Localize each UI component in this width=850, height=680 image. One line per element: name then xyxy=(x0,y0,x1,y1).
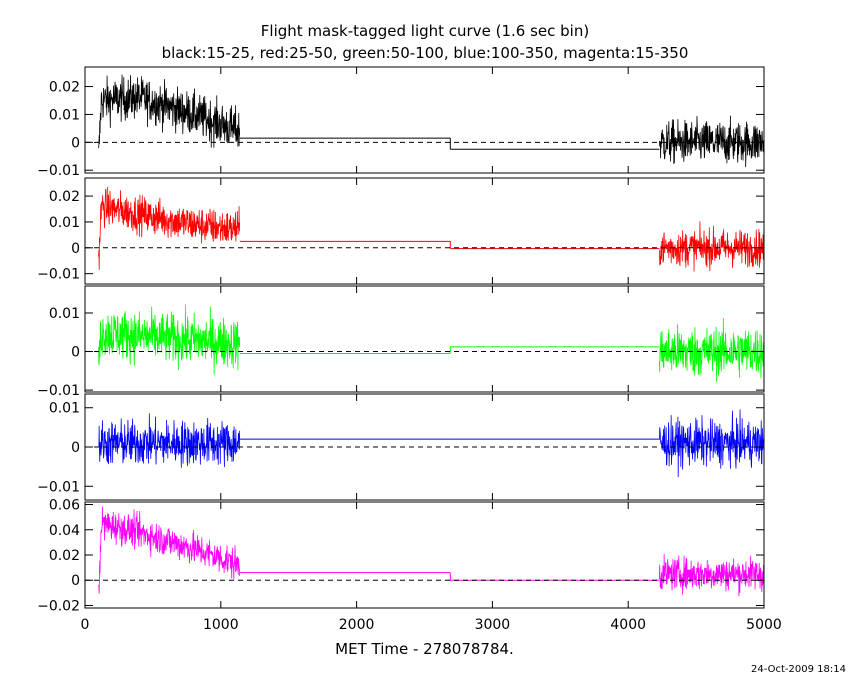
panel-frame-blue xyxy=(84,393,765,501)
plot-timestamp: 24-Oct-2009 18:14 xyxy=(751,664,846,675)
panel-frame-red xyxy=(84,177,765,285)
x-tick-label: 5000 xyxy=(746,617,782,633)
x-tick-label: 0 xyxy=(81,617,90,633)
light-curve-red-segment-1 xyxy=(98,186,241,270)
y-tick-label-red: 0 xyxy=(71,241,80,257)
light-curve-green-segment-1 xyxy=(98,304,241,375)
y-tick-label-black: 0.02 xyxy=(49,80,80,96)
y-tick-label-red: −0.01 xyxy=(37,267,80,283)
light-curve-blue-segment-2 xyxy=(659,409,765,478)
panel-frame-green xyxy=(84,285,765,393)
y-tick-label-black: 0.01 xyxy=(49,107,80,123)
panel-frame-magenta xyxy=(84,501,765,609)
light-curve-magenta-segment-1 xyxy=(98,506,241,594)
light-curve-black-segment-1 xyxy=(98,74,241,149)
chart-subtitle: black:15-25, red:25-50, green:50-100, bl… xyxy=(161,44,689,62)
y-tick-label-magenta: 0 xyxy=(71,573,80,589)
light-curve-magenta-segment-2 xyxy=(659,554,765,597)
y-tick-label-blue: 0 xyxy=(71,440,80,456)
y-tick-label-magenta: −0.02 xyxy=(37,598,80,614)
panel-frame-black xyxy=(84,66,765,174)
chart-title: Flight mask-tagged light curve (1.6 sec … xyxy=(260,22,590,40)
y-tick-label-green: −0.01 xyxy=(37,383,80,399)
y-tick-label-magenta: 0.06 xyxy=(49,498,80,514)
x-tick-label: 3000 xyxy=(475,617,511,633)
y-tick-label-magenta: 0.02 xyxy=(49,548,80,564)
y-tick-label-red: 0.01 xyxy=(49,215,80,231)
y-tick-label-green: 0 xyxy=(71,345,80,361)
y-tick-label-black: 0 xyxy=(71,135,80,151)
light-curve-red-segment-2 xyxy=(659,221,765,272)
y-tick-label-black: −0.01 xyxy=(37,163,80,179)
y-tick-label-red: 0.02 xyxy=(49,189,80,205)
light-curve-green-segment-2 xyxy=(659,318,765,383)
light-curve-blue-segment-1 xyxy=(98,413,241,468)
y-tick-label-magenta: 0.04 xyxy=(49,523,80,539)
x-tick-label: 4000 xyxy=(610,617,646,633)
light-curve-black-segment-2 xyxy=(659,115,765,168)
x-tick-label: 1000 xyxy=(203,617,239,633)
x-tick-label: 2000 xyxy=(339,617,375,633)
x-axis-label: MET Time - 278078784. xyxy=(335,640,514,658)
y-tick-label-blue: −0.01 xyxy=(37,479,80,495)
y-tick-label-blue: 0.01 xyxy=(49,401,80,417)
y-tick-label-green: 0.01 xyxy=(49,306,80,322)
